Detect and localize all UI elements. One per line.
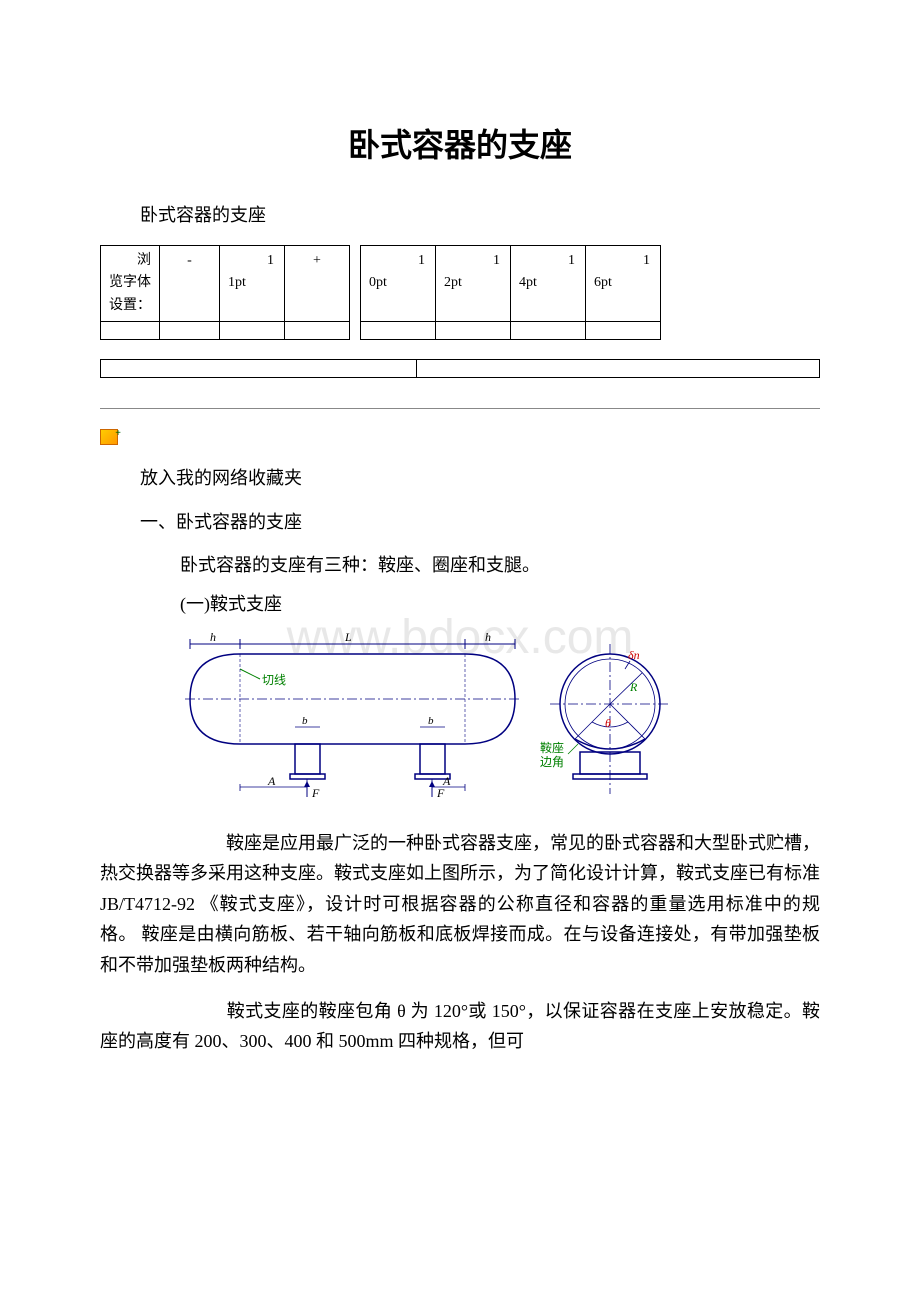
font-option-16pt[interactable]: 1 6pt [586,245,661,321]
font-bottom-row [100,359,820,378]
font-current-table: 浏览字体设置： - 1 1pt + [100,245,350,340]
sub-heading: (一)鞍式支座 [180,590,820,619]
font-options-table: 1 0pt 1 2pt 1 4pt 1 6pt [360,245,661,340]
section-intro: 卧式容器的支座有三种：鞍座、圈座和支腿。 [180,551,820,580]
paragraph-1: 鞍座是应用最广泛的一种卧式容器支座，常见的卧式容器和大型卧式贮槽，热交换器等多采… [100,828,820,981]
font-settings-container: 浏览字体设置： - 1 1pt + 1 0pt 1 2pt 1 4pt [100,245,820,340]
font-label: 浏览字体设置： [101,245,160,321]
label-h-right: h [485,630,491,644]
page-title: 卧式容器的支座 [100,120,820,171]
bookmark-link[interactable]: 放入我的网络收藏夹 [140,464,820,493]
paragraph-2: 鞍式支座的鞍座包角 θ 为 120°或 150°，以保证容器在支座上安放稳定。鞍… [100,996,820,1057]
font-minus-button[interactable]: - [160,245,220,321]
label-saddle-edge-1: 鞍座 [540,740,564,755]
label-F-right: F [436,786,445,799]
font-current-size: 1 1pt [220,245,285,321]
font-option-12pt[interactable]: 1 2pt [436,245,511,321]
font-option-10pt[interactable]: 1 0pt [361,245,436,321]
label-tangent: 切线 [262,673,286,687]
label-b-left: b [302,715,308,727]
label-h-left: h [210,630,216,644]
section-heading: 一、卧式容器的支座 [140,508,820,537]
label-b-right: b [428,715,434,727]
label-theta: θ [605,716,611,730]
divider [100,408,820,409]
vessel-diagram: h L h 切线 b b A [180,629,820,808]
label-R: R [629,680,638,694]
label-saddle-edge-2: 边角 [540,755,564,769]
bookmark-icon[interactable] [100,429,118,445]
label-delta: δn [628,648,640,662]
label-A-left: A [267,774,276,788]
font-plus-button[interactable]: + [285,245,350,321]
label-F-left: F [311,786,320,799]
font-option-14pt[interactable]: 1 4pt [511,245,586,321]
subtitle: 卧式容器的支座 [140,201,820,230]
label-L: L [344,630,352,644]
